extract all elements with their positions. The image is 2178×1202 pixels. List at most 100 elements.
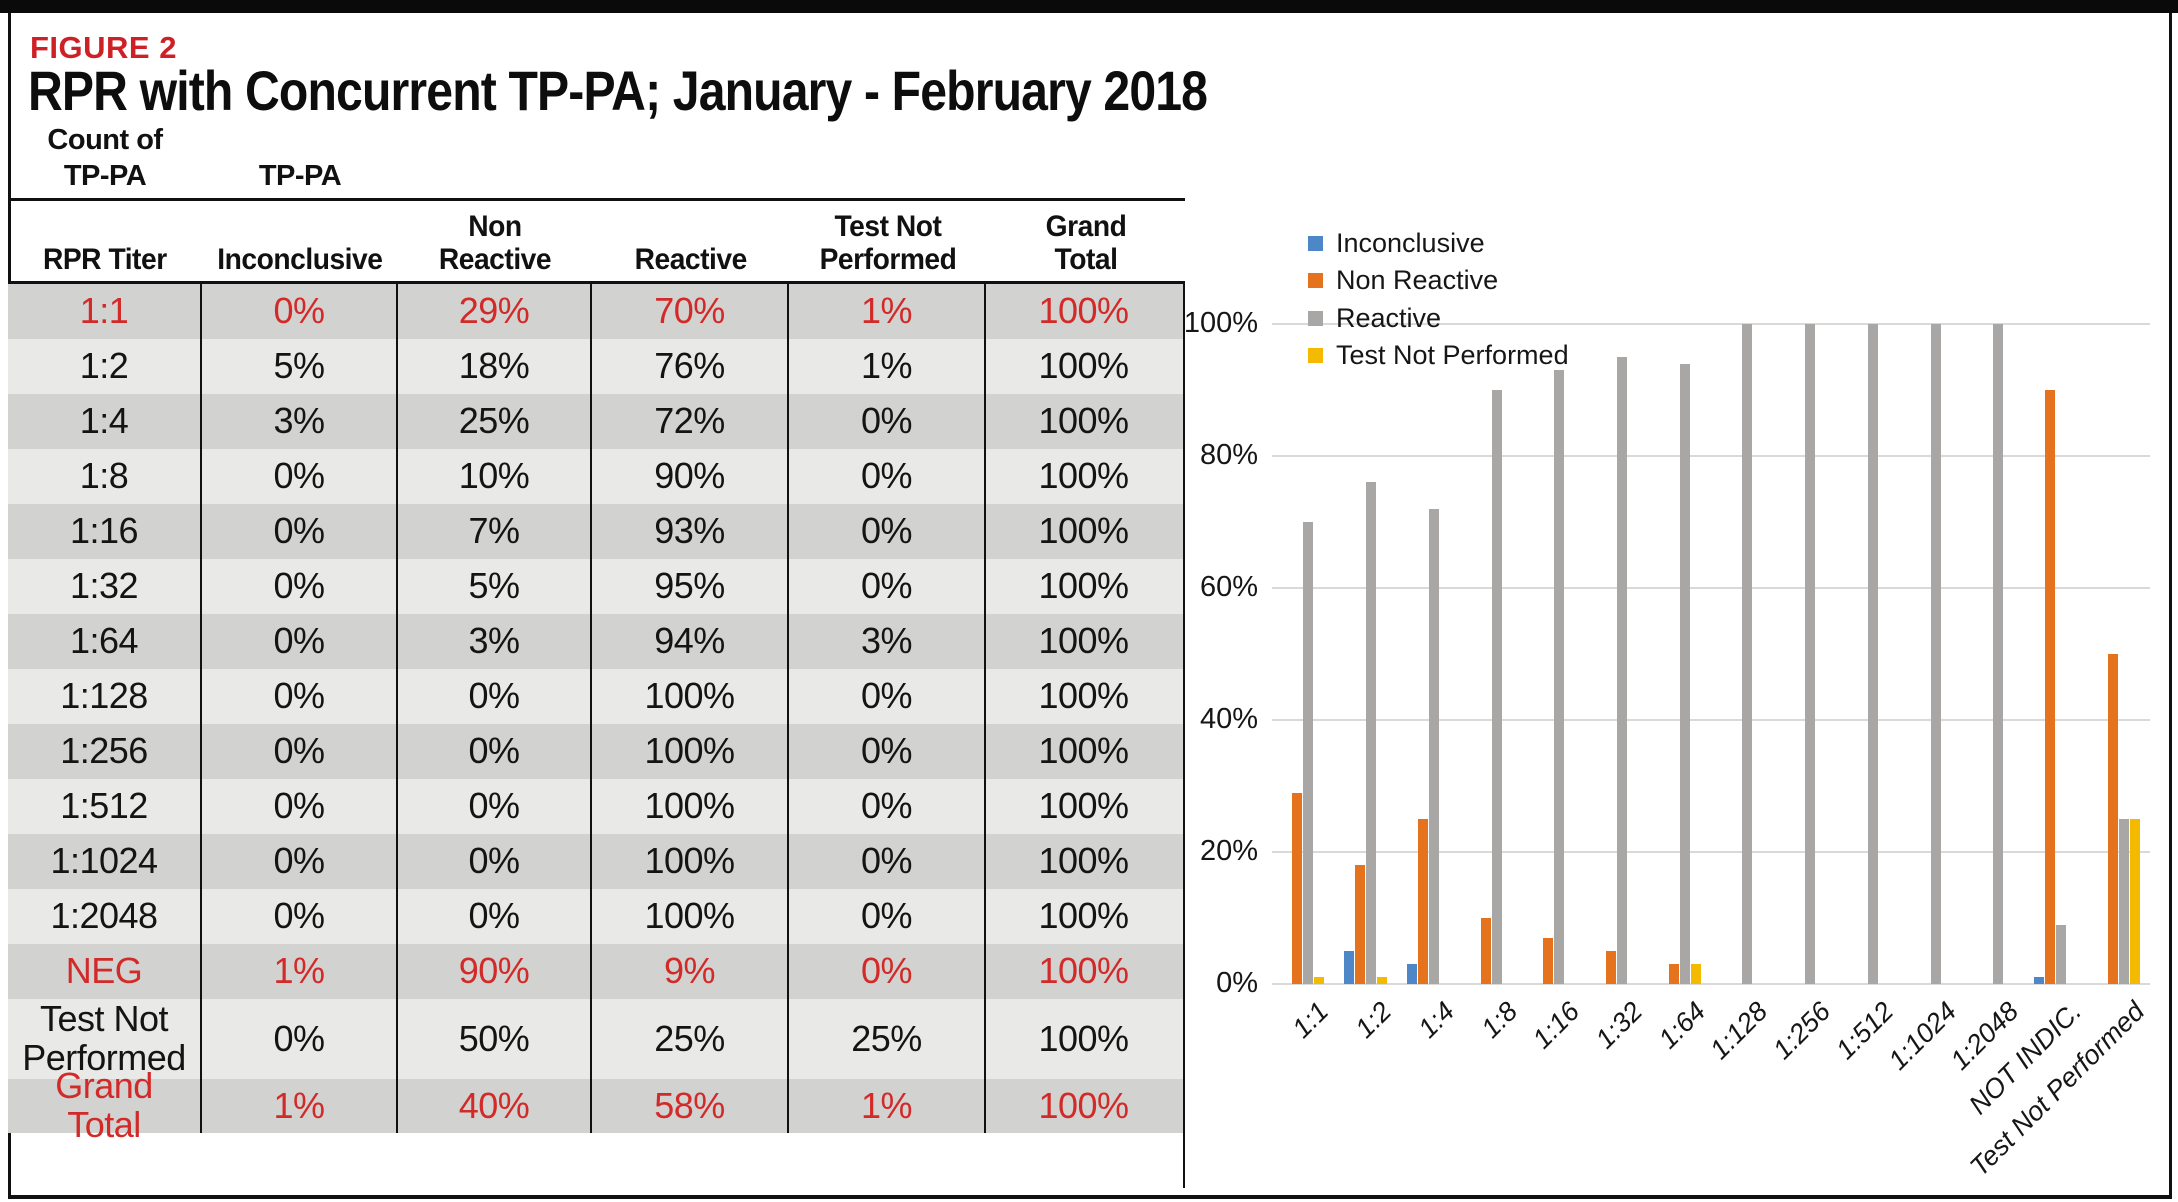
row-value-cell: 100% [590, 669, 787, 724]
x-axis-category-label: 1:64 [1652, 996, 1711, 1055]
legend-label: Non Reactive [1336, 265, 1499, 295]
row-titer-cell: 1:1 [79, 290, 129, 332]
table-row: Test Not Performed 0% 50% 25% 25% 100% [8, 999, 1183, 1079]
row-value-cell: 100% [984, 669, 1181, 724]
x-axis-category-label: Test Not Performed [1963, 996, 2150, 1183]
row-titer-cell: 1:64 [69, 620, 139, 662]
row-value-cell: 0% [396, 889, 590, 944]
bar-reactive [1867, 324, 1878, 984]
table-header-bottom-rule [8, 281, 1185, 284]
row-value-cell: 3% [200, 394, 396, 449]
row-titer-cell: 1:4 [79, 400, 129, 442]
bar-reactive [2055, 924, 2066, 984]
bar-reactive [2118, 819, 2129, 984]
table-row: 1:2048 0% 0% 100% 0% 100% [8, 889, 1183, 944]
column-header-reactive: Reactive [634, 243, 747, 277]
row-value-cell: 0% [200, 834, 396, 889]
legend-swatch-icon [1308, 310, 1323, 326]
table-row: 1:1024 0% 0% 100% 0% 100% [8, 834, 1183, 889]
row-value-cell: 9% [590, 944, 787, 999]
row-value-cell: 0% [787, 834, 984, 889]
row-value-cell: 1% [200, 944, 396, 999]
row-value-cell: 0% [200, 559, 396, 614]
table-row: Grand Total 1% 40% 58% 1% 100% [8, 1066, 1183, 1144]
row-value-cell: 72% [590, 394, 787, 449]
table-column-headers: RPR Titer Inconclusive Non Reactive Reac… [8, 203, 1185, 281]
row-value-cell: 0% [200, 449, 396, 504]
table-row: 1:256 0% 0% 100% 0% 100% [8, 724, 1183, 779]
row-value-cell: 100% [984, 339, 1181, 394]
legend-item: Non Reactive [1308, 265, 1499, 296]
column-header-grand-total: Grand Total [1045, 209, 1126, 277]
row-value-cell: 0% [787, 889, 984, 944]
bar-reactive [1679, 363, 1690, 984]
bar-reactive [1303, 522, 1314, 984]
row-value-cell: 100% [984, 449, 1181, 504]
top-black-bar [0, 0, 2178, 13]
bar-test-not-performed [1690, 964, 1701, 984]
legend-swatch-icon [1308, 235, 1323, 251]
bar-non-reactive [1480, 918, 1491, 984]
table-header-top-rule [8, 198, 1185, 201]
bar-non-reactive [1292, 792, 1303, 984]
figure-bottom-border [8, 1195, 2172, 1199]
row-value-cell: 100% [590, 724, 787, 779]
row-value-cell: 93% [590, 504, 787, 559]
legend-item: Test Not Performed [1308, 340, 1569, 371]
row-value-cell: 100% [984, 394, 1181, 449]
bar-reactive [1491, 390, 1502, 984]
row-titer-cell: 1:1024 [50, 840, 158, 882]
row-value-cell: 25% [787, 999, 984, 1079]
row-value-cell: 0% [787, 944, 984, 999]
row-value-cell: 50% [396, 999, 590, 1079]
chart-gridline [1272, 587, 2150, 589]
row-value-cell: 100% [984, 724, 1181, 779]
row-value-cell: 40% [396, 1079, 590, 1133]
row-value-cell: 100% [984, 504, 1181, 559]
x-axis-category-label: 1:8 [1474, 996, 1523, 1044]
bar-inconclusive [1406, 964, 1417, 984]
row-value-cell: 25% [590, 999, 787, 1079]
row-value-cell: 1% [787, 284, 984, 339]
row-value-cell: 5% [200, 339, 396, 394]
bar-reactive [1428, 508, 1439, 984]
bar-reactive [1616, 357, 1627, 984]
bar-non-reactive [1543, 937, 1554, 984]
row-value-cell: 100% [590, 779, 787, 834]
row-value-cell: 5% [396, 559, 590, 614]
bar-test-not-performed [1377, 977, 1388, 984]
row-value-cell: 90% [590, 449, 787, 504]
row-value-cell: 7% [396, 504, 590, 559]
row-titer-cell: 1:32 [69, 565, 139, 607]
row-value-cell: 100% [984, 614, 1181, 669]
row-value-cell: 0% [787, 559, 984, 614]
x-axis-category-label: 1:32 [1589, 996, 1649, 1055]
row-value-cell: 0% [200, 999, 396, 1079]
row-value-cell: 100% [984, 834, 1181, 889]
row-value-cell: 0% [787, 394, 984, 449]
bar-test-not-performed [2129, 819, 2140, 984]
row-value-cell: 95% [590, 559, 787, 614]
x-axis-category-label: 1:512 [1829, 996, 1899, 1065]
row-value-cell: 3% [787, 614, 984, 669]
figure-number-label: FIGURE 2 [30, 30, 177, 65]
bar-reactive [1930, 324, 1941, 984]
bar-non-reactive [1605, 951, 1616, 984]
row-value-cell: 0% [200, 889, 396, 944]
row-value-cell: 1% [787, 1079, 984, 1133]
bar-reactive [1554, 370, 1565, 984]
row-value-cell: 0% [787, 669, 984, 724]
data-table-body: 1:1 0% 29% 70% 1% 100% 1:2 5% 18% 76% 1% 100% 1:4 3% 2… [8, 284, 1185, 1188]
bar-reactive [1993, 324, 2004, 984]
row-value-cell: 0% [787, 779, 984, 834]
legend-label: Reactive [1336, 302, 1442, 333]
row-value-cell: 0% [200, 669, 396, 724]
row-value-cell: 0% [396, 834, 590, 889]
row-value-cell: 76% [590, 339, 787, 394]
row-value-cell: 0% [787, 724, 984, 779]
row-value-cell: 90% [396, 944, 590, 999]
row-value-cell: 10% [396, 449, 590, 504]
row-value-cell: 100% [984, 284, 1181, 339]
bar-reactive [1366, 482, 1377, 984]
